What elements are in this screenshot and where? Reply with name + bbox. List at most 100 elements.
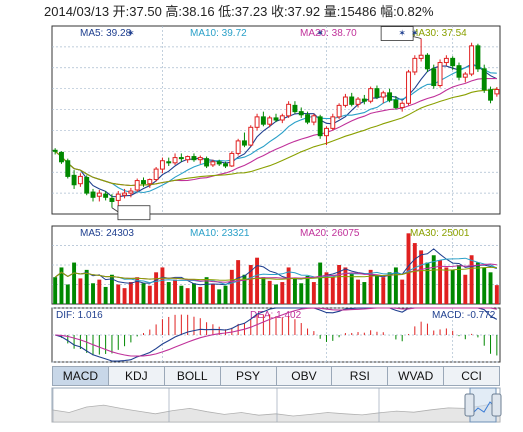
tab-macd[interactable]: MACD xyxy=(53,367,109,385)
candle-body xyxy=(279,115,285,121)
volume-bar xyxy=(160,267,165,304)
macd-bars xyxy=(60,314,498,356)
volume-ma30-line xyxy=(54,266,497,281)
overview-left-handle[interactable] xyxy=(464,393,475,417)
candle-body xyxy=(122,192,128,196)
candle-body xyxy=(374,88,380,98)
volume-bar xyxy=(381,277,386,304)
volume-bar xyxy=(179,285,184,304)
tab-kdj[interactable]: KDJ xyxy=(109,367,165,385)
candle xyxy=(122,188,128,199)
candle-body xyxy=(197,157,203,161)
volume-bar xyxy=(324,272,329,304)
candle xyxy=(134,178,140,193)
price-panel: MA5: 39.28 MA10: 39.72 MA20: 38.70 MA30: 37… xyxy=(51,25,501,221)
volume-bar xyxy=(305,275,310,304)
candle xyxy=(197,155,203,164)
volume-bar xyxy=(65,284,70,304)
candle-body xyxy=(77,175,83,185)
candle-body xyxy=(210,161,216,166)
volume-bar xyxy=(330,277,335,304)
volume-bar xyxy=(192,283,196,304)
candle-body xyxy=(52,149,58,152)
candle xyxy=(279,113,285,124)
volume-ma5-line xyxy=(54,248,497,286)
candle-body xyxy=(229,152,235,167)
candle xyxy=(166,157,172,166)
candle xyxy=(260,111,266,127)
candle-body xyxy=(488,89,493,101)
overview-strip[interactable] xyxy=(51,387,502,423)
candle-body xyxy=(159,160,165,170)
candle-body xyxy=(166,161,172,164)
volume-bar xyxy=(255,257,260,304)
volume-bar xyxy=(166,282,171,304)
candle xyxy=(128,187,134,198)
volume-bar xyxy=(356,279,360,304)
candle-body xyxy=(223,163,228,167)
candle-body xyxy=(172,157,178,164)
candle-body xyxy=(311,115,317,123)
candle-body xyxy=(462,73,468,78)
price-grid xyxy=(52,26,500,214)
candle-body xyxy=(324,127,329,137)
candle xyxy=(229,151,235,167)
candle-body xyxy=(191,156,197,161)
volume-bar xyxy=(109,274,114,304)
volume-bars xyxy=(53,233,499,304)
overview-right-handle[interactable] xyxy=(491,393,502,417)
volume-bar xyxy=(362,282,367,304)
candle xyxy=(418,38,424,62)
candle xyxy=(178,153,184,162)
volume-bar xyxy=(444,267,449,304)
candle-body xyxy=(469,45,475,75)
macd-label: MACD: -0.772 xyxy=(432,310,496,321)
low-marker-leader xyxy=(111,207,119,213)
candle xyxy=(71,170,77,189)
volume-bar xyxy=(406,233,411,304)
volume-ma-label: MA5: 24303 xyxy=(80,228,134,239)
volume-bar xyxy=(469,255,474,304)
high-marker-box xyxy=(380,26,414,41)
candle xyxy=(361,94,367,105)
candle xyxy=(84,175,90,196)
candle xyxy=(267,115,273,128)
tab-boll[interactable]: BOLL xyxy=(165,367,221,385)
candle-body xyxy=(361,98,367,102)
macd-lines xyxy=(55,307,498,362)
tab-wvad[interactable]: WVAD xyxy=(388,367,445,385)
macd-labels: DIF: 1.016 DEA: 1.402 MACD: -0.772 xyxy=(56,310,496,321)
candle-body xyxy=(273,117,279,121)
dea-line xyxy=(55,307,497,357)
overview-area xyxy=(51,401,501,423)
volume-bar xyxy=(261,277,266,304)
candle xyxy=(241,132,247,148)
candle-body xyxy=(368,88,374,102)
candle-body xyxy=(216,161,222,165)
tab-psy[interactable]: PSY xyxy=(221,367,277,385)
volume-bar xyxy=(299,283,304,304)
candle xyxy=(469,42,475,77)
volume-ma-labels: MA5: 24303 MA10: 23321 MA20: 26075 MA30: 25… xyxy=(80,228,470,239)
candle xyxy=(481,64,487,93)
candle xyxy=(153,167,159,182)
tab-rsi[interactable]: RSI xyxy=(332,367,389,385)
volume-bar xyxy=(59,267,64,304)
candle-body xyxy=(494,89,500,95)
candle-body xyxy=(59,151,64,163)
candle xyxy=(65,158,71,179)
candle-body xyxy=(393,99,399,108)
tab-obv[interactable]: OBV xyxy=(277,367,333,385)
candle-body xyxy=(424,54,430,70)
volume-ma-label: MA30: 25001 xyxy=(410,228,470,239)
candle-body xyxy=(235,140,241,154)
tab-cci[interactable]: CCI xyxy=(461,369,482,383)
volume-bar xyxy=(400,279,405,304)
volume-bar xyxy=(53,277,58,304)
volume-bar xyxy=(91,283,95,304)
volume-bar xyxy=(457,265,461,304)
volume-bar xyxy=(274,284,278,304)
volume-bar xyxy=(84,269,89,304)
candle-body xyxy=(109,197,115,202)
volume-bar xyxy=(217,289,222,304)
